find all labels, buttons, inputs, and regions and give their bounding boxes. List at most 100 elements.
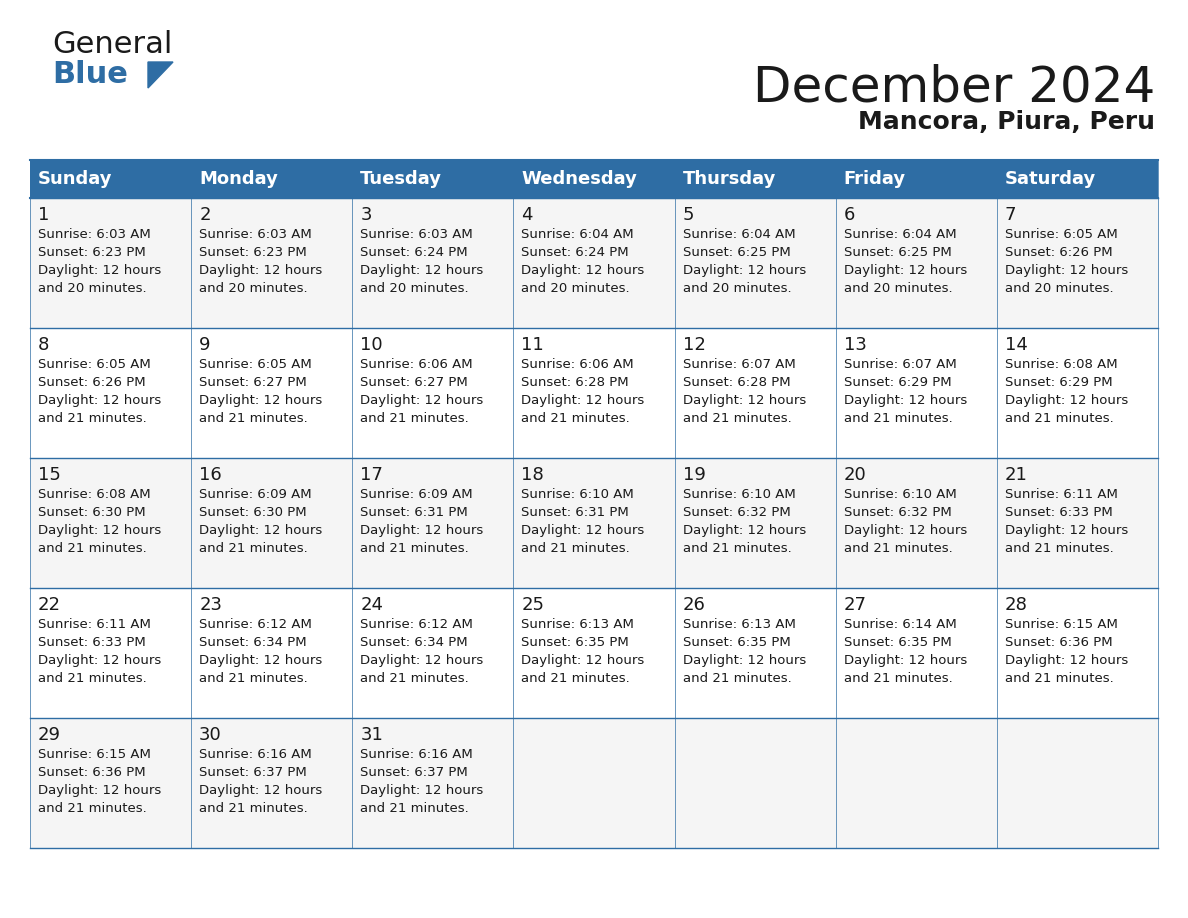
Text: Sunset: 6:27 PM: Sunset: 6:27 PM [200, 376, 307, 389]
Text: Sunset: 6:25 PM: Sunset: 6:25 PM [683, 246, 790, 259]
Text: Sunrise: 6:11 AM: Sunrise: 6:11 AM [38, 618, 151, 631]
Text: Sunrise: 6:10 AM: Sunrise: 6:10 AM [843, 488, 956, 501]
Text: 30: 30 [200, 726, 222, 744]
Text: Daylight: 12 hours: Daylight: 12 hours [522, 524, 645, 537]
Text: Sunrise: 6:09 AM: Sunrise: 6:09 AM [200, 488, 311, 501]
Text: Sunset: 6:26 PM: Sunset: 6:26 PM [38, 376, 146, 389]
Text: and 21 minutes.: and 21 minutes. [38, 412, 147, 425]
Text: Sunset: 6:27 PM: Sunset: 6:27 PM [360, 376, 468, 389]
Bar [997, 198, 1158, 328]
Text: Sunset: 6:30 PM: Sunset: 6:30 PM [38, 506, 146, 519]
Text: Daylight: 12 hours: Daylight: 12 hours [360, 784, 484, 797]
Text: Sunrise: 6:10 AM: Sunrise: 6:10 AM [683, 488, 795, 501]
Bar [513, 160, 675, 198]
Text: and 21 minutes.: and 21 minutes. [360, 412, 469, 425]
Text: Sunrise: 6:06 AM: Sunrise: 6:06 AM [522, 358, 634, 371]
Text: Tuesday: Tuesday [360, 170, 442, 188]
Text: Daylight: 12 hours: Daylight: 12 hours [360, 524, 484, 537]
Text: and 21 minutes.: and 21 minutes. [200, 542, 308, 555]
Text: Sunrise: 6:14 AM: Sunrise: 6:14 AM [843, 618, 956, 631]
Text: 22: 22 [38, 596, 61, 614]
Text: 31: 31 [360, 726, 384, 744]
Text: General: General [52, 30, 172, 59]
Text: 17: 17 [360, 466, 384, 484]
Text: Sunrise: 6:06 AM: Sunrise: 6:06 AM [360, 358, 473, 371]
Text: Sunrise: 6:09 AM: Sunrise: 6:09 AM [360, 488, 473, 501]
Text: and 21 minutes.: and 21 minutes. [200, 672, 308, 685]
Text: and 21 minutes.: and 21 minutes. [522, 672, 630, 685]
Text: Sunset: 6:23 PM: Sunset: 6:23 PM [200, 246, 307, 259]
Text: 16: 16 [200, 466, 222, 484]
Text: Daylight: 12 hours: Daylight: 12 hours [683, 654, 805, 667]
Bar [835, 328, 997, 458]
Text: Sunset: 6:28 PM: Sunset: 6:28 PM [683, 376, 790, 389]
Bar [835, 160, 997, 198]
Text: Sunset: 6:24 PM: Sunset: 6:24 PM [522, 246, 630, 259]
Text: and 21 minutes.: and 21 minutes. [843, 412, 953, 425]
Text: Daylight: 12 hours: Daylight: 12 hours [1005, 524, 1129, 537]
Bar [513, 588, 675, 718]
Text: Sunset: 6:31 PM: Sunset: 6:31 PM [360, 506, 468, 519]
Text: Monday: Monday [200, 170, 278, 188]
Bar [513, 458, 675, 588]
Bar [30, 718, 191, 848]
Text: 21: 21 [1005, 466, 1028, 484]
Text: Daylight: 12 hours: Daylight: 12 hours [200, 784, 322, 797]
Text: Sunrise: 6:05 AM: Sunrise: 6:05 AM [38, 358, 151, 371]
Text: Daylight: 12 hours: Daylight: 12 hours [200, 654, 322, 667]
Text: and 20 minutes.: and 20 minutes. [38, 282, 146, 295]
Text: and 21 minutes.: and 21 minutes. [522, 542, 630, 555]
Bar [191, 328, 353, 458]
Text: and 21 minutes.: and 21 minutes. [522, 412, 630, 425]
Text: 3: 3 [360, 206, 372, 224]
Text: Daylight: 12 hours: Daylight: 12 hours [843, 264, 967, 277]
Text: and 21 minutes.: and 21 minutes. [1005, 412, 1113, 425]
Text: Sunday: Sunday [38, 170, 113, 188]
Text: Sunrise: 6:13 AM: Sunrise: 6:13 AM [522, 618, 634, 631]
Bar [30, 588, 191, 718]
Text: Daylight: 12 hours: Daylight: 12 hours [38, 394, 162, 407]
Text: Mancora, Piura, Peru: Mancora, Piura, Peru [858, 110, 1155, 134]
Text: Daylight: 12 hours: Daylight: 12 hours [843, 654, 967, 667]
Text: 15: 15 [38, 466, 61, 484]
Text: Friday: Friday [843, 170, 905, 188]
Bar [675, 328, 835, 458]
Text: Daylight: 12 hours: Daylight: 12 hours [1005, 654, 1129, 667]
Text: Thursday: Thursday [683, 170, 776, 188]
Text: Sunset: 6:26 PM: Sunset: 6:26 PM [1005, 246, 1112, 259]
Text: Daylight: 12 hours: Daylight: 12 hours [683, 524, 805, 537]
Text: and 20 minutes.: and 20 minutes. [1005, 282, 1113, 295]
Text: 10: 10 [360, 336, 383, 354]
Text: Daylight: 12 hours: Daylight: 12 hours [38, 654, 162, 667]
Text: Sunrise: 6:12 AM: Sunrise: 6:12 AM [200, 618, 312, 631]
Text: Sunrise: 6:15 AM: Sunrise: 6:15 AM [1005, 618, 1118, 631]
Text: 8: 8 [38, 336, 50, 354]
Text: 7: 7 [1005, 206, 1017, 224]
Text: and 21 minutes.: and 21 minutes. [360, 672, 469, 685]
Text: 24: 24 [360, 596, 384, 614]
Text: Daylight: 12 hours: Daylight: 12 hours [360, 654, 484, 667]
Bar [997, 328, 1158, 458]
Bar [675, 160, 835, 198]
Text: and 20 minutes.: and 20 minutes. [360, 282, 469, 295]
Text: and 21 minutes.: and 21 minutes. [200, 802, 308, 815]
Text: Sunrise: 6:16 AM: Sunrise: 6:16 AM [200, 748, 312, 761]
Text: Sunset: 6:32 PM: Sunset: 6:32 PM [843, 506, 952, 519]
Bar [997, 458, 1158, 588]
Text: Sunset: 6:37 PM: Sunset: 6:37 PM [200, 766, 307, 779]
Text: 28: 28 [1005, 596, 1028, 614]
Text: Wednesday: Wednesday [522, 170, 637, 188]
Text: Sunrise: 6:13 AM: Sunrise: 6:13 AM [683, 618, 796, 631]
Text: and 20 minutes.: and 20 minutes. [522, 282, 630, 295]
Text: Sunset: 6:33 PM: Sunset: 6:33 PM [38, 636, 146, 649]
Bar [353, 718, 513, 848]
Text: Sunset: 6:35 PM: Sunset: 6:35 PM [843, 636, 952, 649]
Text: 6: 6 [843, 206, 855, 224]
Text: and 21 minutes.: and 21 minutes. [38, 542, 147, 555]
Text: Sunrise: 6:03 AM: Sunrise: 6:03 AM [38, 228, 151, 241]
Text: and 21 minutes.: and 21 minutes. [683, 412, 791, 425]
Text: Daylight: 12 hours: Daylight: 12 hours [360, 394, 484, 407]
Bar [353, 588, 513, 718]
Text: Sunset: 6:30 PM: Sunset: 6:30 PM [200, 506, 307, 519]
Text: and 21 minutes.: and 21 minutes. [360, 542, 469, 555]
